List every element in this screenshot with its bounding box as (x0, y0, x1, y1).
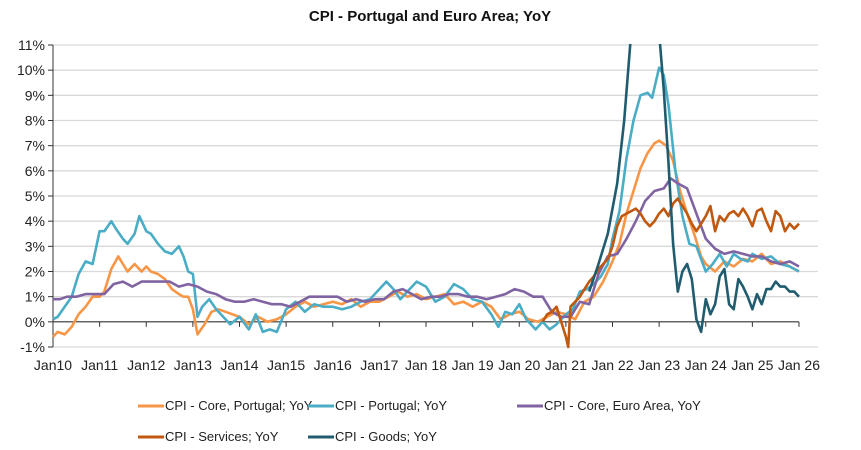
y-tick-label: 1% (25, 289, 45, 305)
x-tick-label: Jan 25 (731, 357, 773, 373)
x-tick-label: Jan 19 (452, 357, 494, 373)
x-tick-label: Jan 23 (638, 357, 680, 373)
y-axis: -1% 0% 1% 2% 3% 4% 5% 6% 7% 8% 9% 10% 11% (17, 37, 54, 355)
y-tick-label: 3% (25, 238, 45, 254)
legend-item: CPI - Goods; YoY (308, 429, 437, 444)
x-tick-label: Jan12 (127, 357, 165, 373)
legend-label: CPI - Services; YoY (165, 429, 279, 444)
legend-label: CPI - Goods; YoY (335, 429, 437, 444)
y-tick-label: 9% (25, 87, 45, 103)
x-tick-label: Jan 26 (778, 357, 820, 373)
y-tick-label: 6% (25, 163, 45, 179)
x-tick-label: Jan10 (34, 357, 72, 373)
x-tick-label: Jan17 (360, 357, 398, 373)
series-lines (52, 44, 800, 349)
legend-item: CPI - Portugal; YoY (308, 398, 447, 413)
x-tick-label: Jan 24 (685, 357, 727, 373)
y-tick-label: 10% (17, 62, 45, 78)
y-tick-label: 7% (25, 138, 45, 154)
y-tick-label: 4% (25, 213, 45, 229)
legend-item: CPI - Services; YoY (138, 429, 279, 444)
x-axis: Jan10 Jan11 Jan12 Jan13 Jan14 Jan15 Jan16 Jan17… (34, 321, 820, 373)
x-tick-label: Jan14 (220, 357, 258, 373)
series-line-4 (587, 44, 800, 334)
x-tick-label: Jan16 (314, 357, 352, 373)
gridlines (53, 44, 818, 348)
y-tick-label: 0% (25, 314, 45, 330)
x-tick-label: Jan13 (174, 357, 212, 373)
series-line-3 (541, 197, 800, 349)
x-tick-label: Jan11 (81, 357, 118, 373)
x-tick-label: Jan 18 (405, 357, 447, 373)
legend: CPI - Core, Portugal; YoY CPI - Portugal;… (138, 398, 701, 444)
legend-label: CPI - Core, Portugal; YoY (165, 398, 313, 413)
chart-title: CPI - Portugal and Euro Area; YoY (309, 8, 551, 25)
x-tick-label: Jan15 (267, 357, 305, 373)
x-tick-label: Jan 20 (498, 357, 540, 373)
x-tick-label: Jan 22 (591, 357, 633, 373)
y-tick-label: 5% (25, 188, 45, 204)
y-tick-label: 8% (25, 113, 45, 129)
y-tick-label: -1% (20, 339, 45, 355)
legend-label: CPI - Portugal; YoY (335, 398, 447, 413)
legend-item: CPI - Core, Euro Area, YoY (517, 398, 701, 413)
y-tick-label: 11% (18, 37, 45, 53)
x-tick-label: Jan 21 (545, 357, 587, 373)
series-line-2 (53, 177, 800, 319)
y-tick-label: 2% (25, 264, 45, 280)
series-line-1 (52, 66, 800, 334)
legend-item: CPI - Core, Portugal; YoY (138, 398, 313, 413)
legend-label: CPI - Core, Euro Area, YoY (544, 398, 701, 413)
